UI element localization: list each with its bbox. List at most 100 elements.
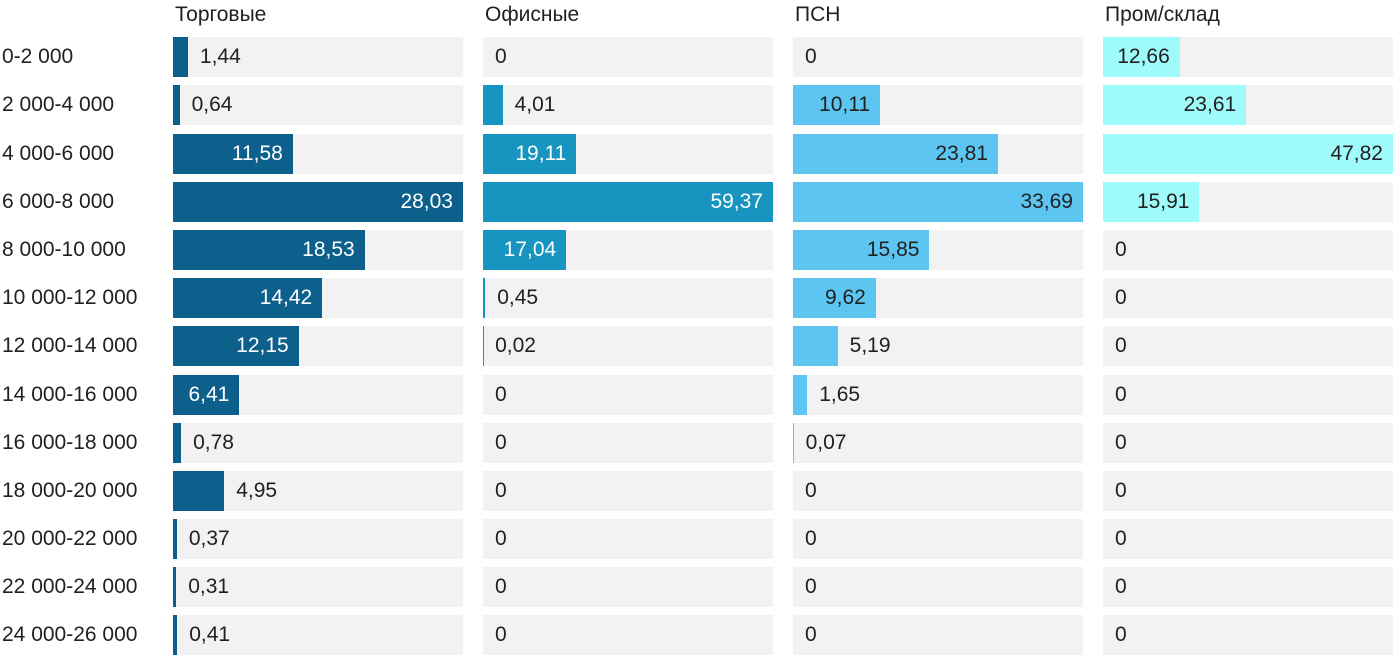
row-label: 22 000-24 000	[2, 575, 138, 599]
bar-track: 33,69	[793, 181, 1083, 222]
bar-value-label: 0	[495, 45, 507, 69]
bar-track: 28,03	[173, 181, 463, 222]
bar-fill	[1103, 85, 1247, 126]
bar-value-label: 0	[805, 527, 817, 551]
bar-track: 0	[793, 615, 1083, 656]
bar-track: 1,44	[173, 37, 463, 78]
bar-track: 0	[1103, 470, 1393, 511]
bar-value-label: 0,78	[193, 430, 234, 454]
bar-fill	[173, 37, 188, 78]
bar-track: 15,91	[1103, 181, 1393, 222]
bar-value-label: 0	[805, 45, 817, 69]
bar-fill	[483, 278, 486, 319]
bar-fill	[793, 181, 1083, 222]
bar-fill	[173, 278, 323, 319]
bar-fill	[483, 85, 503, 126]
bar-track: 0	[793, 519, 1083, 560]
bar-track: 6,41	[173, 374, 463, 415]
bar-fill	[793, 422, 794, 463]
bar-track: 0,41	[173, 615, 463, 656]
bar-value-label: 0	[495, 430, 507, 454]
bar-value-label: 4,01	[514, 93, 556, 117]
row-label: 18 000-20 000	[2, 478, 138, 502]
bar-value-label: 0	[495, 527, 507, 551]
bar-value-label: 17,04	[503, 237, 557, 261]
bar-track: 0,37	[173, 519, 463, 560]
bar-value-label: 0,37	[188, 527, 230, 551]
bar-value-label: 0,07	[805, 430, 847, 454]
bar-value-label: 0	[1115, 430, 1127, 454]
bar-track: 0	[1103, 615, 1393, 656]
bar-value-label: 0	[1115, 527, 1127, 551]
row-label: 14 000-16 000	[2, 382, 138, 406]
bar-value-label: 28,03	[400, 189, 453, 213]
bar-value-label: 4,95	[236, 478, 278, 502]
bar-value-label: 12,66	[1117, 45, 1170, 69]
bar-track: 0	[793, 470, 1083, 511]
bar-track: 19,11	[483, 133, 773, 174]
bar-fill	[1103, 133, 1393, 174]
bar-track: 9,62	[793, 278, 1083, 319]
column-header-prom-sklad: Пром/склад	[1105, 3, 1220, 26]
bar-fill	[483, 133, 577, 174]
corner-spacer	[0, 0, 153, 29]
bar-value-label: 5,19	[849, 334, 891, 358]
bar-track: 0	[483, 37, 773, 78]
column-header-torgovye: Торговые	[175, 3, 267, 26]
row-label: 20 000-22 000	[2, 527, 138, 551]
bar-fill	[173, 326, 299, 367]
bar-value-label: 12,15	[236, 334, 289, 358]
bar-value-label: 0,45	[497, 286, 539, 310]
bar-fill	[793, 133, 998, 174]
bar-fill	[173, 181, 463, 222]
bar-track: 47,82	[1103, 133, 1393, 174]
bar-track: 0	[483, 567, 773, 608]
bar-track: 4,01	[483, 85, 773, 126]
bar-value-label: 10,11	[819, 93, 871, 117]
bar-track: 0	[1103, 567, 1393, 608]
bar-track: 14,42	[173, 278, 463, 319]
bar-value-label: 0	[1115, 334, 1127, 358]
bar-track: 0	[1103, 422, 1393, 463]
bar-track: 10,11	[793, 85, 1083, 126]
row-label: 16 000-18 000	[2, 430, 138, 454]
bar-track: 23,61	[1103, 85, 1393, 126]
bar-value-label: 9,62	[824, 286, 866, 310]
bar-value-label: 0	[495, 623, 507, 647]
bar-track: 0,64	[173, 85, 463, 126]
bar-fill	[793, 85, 881, 126]
bar-value-label: 19,11	[515, 141, 567, 165]
row-label: 12 000-14 000	[2, 334, 138, 358]
row-label: 10 000-12 000	[2, 286, 138, 310]
bar-value-label: 0	[1115, 286, 1127, 310]
row-label: 24 000-26 000	[2, 623, 138, 647]
row-label: 2 000-4 000	[2, 93, 115, 117]
bar-value-label: 6,41	[188, 382, 230, 406]
bar-track: 0	[483, 374, 773, 415]
bar-track: 15,85	[793, 229, 1083, 270]
row-label: 8 000-10 000	[2, 237, 126, 261]
bar-track: 59,37	[483, 181, 773, 222]
bar-track: 18,53	[173, 229, 463, 270]
bar-fill	[173, 133, 293, 174]
bar-fill	[173, 422, 182, 463]
bar-track: 0	[483, 519, 773, 560]
bar-track: 0	[1103, 229, 1393, 270]
bar-value-label: 15,91	[1136, 189, 1190, 213]
bar-value-label: 14,42	[259, 286, 313, 310]
bar-track: 0	[483, 422, 773, 463]
row-label: 0-2 000	[2, 45, 74, 69]
bar-value-label: 0	[1115, 623, 1127, 647]
bar-track: 0	[793, 567, 1083, 608]
bar-fill	[173, 229, 365, 270]
bar-track: 0	[1103, 374, 1393, 415]
bar-track: 0	[483, 615, 773, 656]
bar-value-label: 0	[1115, 237, 1127, 261]
bar-value-label: 0	[495, 478, 507, 502]
column-header-psn: ПСН	[795, 3, 841, 26]
column-header-ofisnye: Офисные	[485, 3, 580, 26]
bar-fill	[1103, 37, 1180, 78]
bar-value-label: 0	[495, 382, 507, 406]
bar-track: 0,31	[173, 567, 463, 608]
bar-value-label: 0	[495, 575, 507, 599]
